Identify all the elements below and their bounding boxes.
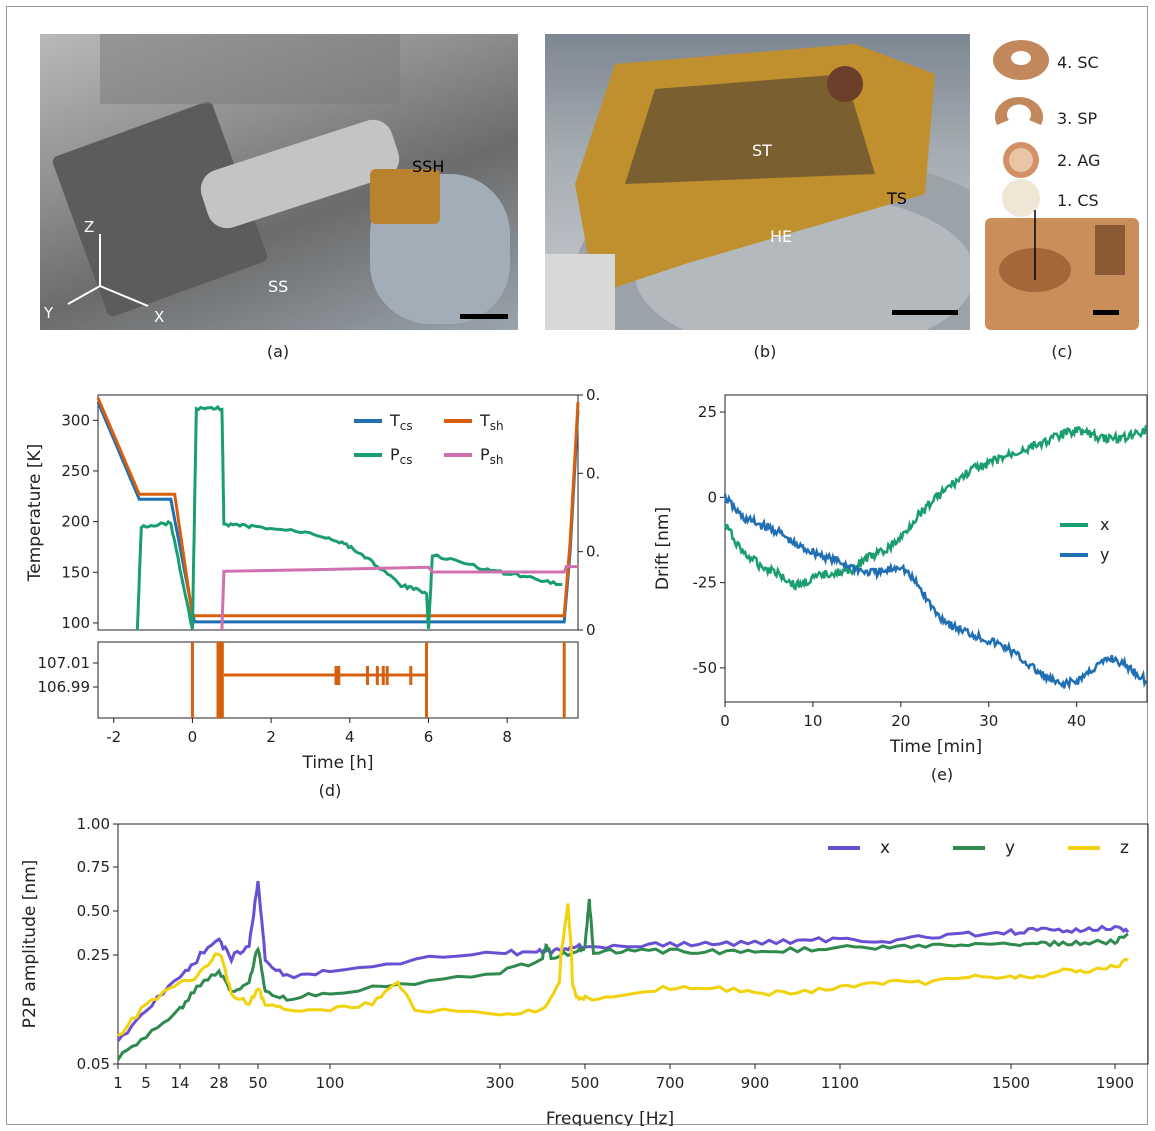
- series-x: [116, 880, 1130, 1042]
- caption-a: (a): [266, 342, 290, 361]
- xtick-label: 100: [316, 1074, 345, 1092]
- label-st: ST: [752, 141, 772, 160]
- xlabel-e: Time [min]: [889, 737, 982, 757]
- y2tick-label: 0.3: [586, 386, 600, 404]
- xtick-label: 5: [141, 1074, 151, 1092]
- axis-label-z: Z: [84, 218, 94, 236]
- legend-label-Tcs: Tcs: [389, 411, 413, 433]
- inset-ytick-label: 106.99: [38, 678, 91, 696]
- legend-label-Tsh: Tsh: [479, 411, 504, 433]
- y2tick-label: 0.1: [586, 543, 600, 561]
- series-x: [723, 424, 1149, 591]
- label-cs: 1. CS: [1057, 191, 1099, 210]
- xtick-label: 20: [891, 712, 910, 730]
- label-ag: 2. AG: [1057, 151, 1100, 170]
- legend-label-z: z: [1120, 838, 1129, 858]
- inset-ytick-label: 107.01: [38, 654, 91, 672]
- caption-c: (c): [1051, 342, 1073, 361]
- plot-frame-e: [724, 394, 1148, 703]
- ytick-label: -25: [693, 574, 718, 592]
- plot-frame-d: [97, 394, 579, 631]
- xtick-label: -2: [106, 728, 121, 746]
- label-ss: SS: [268, 277, 288, 296]
- ytick-label: 25: [698, 403, 717, 421]
- xlabel-f: Frequency [Hz]: [546, 1109, 674, 1126]
- chart-e-drift: 25 0 -25 -50 0 10 20 30 40 Drift [nm] Time [min] (e…: [653, 394, 1149, 784]
- xtick-label: 50: [248, 1074, 267, 1092]
- axis-label-x: X: [154, 308, 164, 326]
- inset-frame-d: [97, 641, 579, 719]
- ylabel-d: Temperature [K]: [25, 444, 45, 583]
- label-ssh: SSH: [412, 157, 444, 176]
- ytick-label: 300: [61, 411, 90, 429]
- ytick-label: 100: [61, 614, 90, 632]
- chart-d-temperature-heater: 100 150 200 250 300 0 0.1 0.2 0.3 Temperature [K]…: [25, 386, 600, 800]
- label-he: HE: [770, 227, 792, 246]
- ytick-label: -50: [693, 659, 718, 677]
- ytick-label: 150: [61, 563, 90, 581]
- legend-label-Psh: Psh: [480, 445, 504, 467]
- xtick-label: 1500: [992, 1074, 1030, 1092]
- xtick-label: 500: [571, 1074, 600, 1092]
- ytick-label: 0.50: [77, 902, 110, 920]
- xtick-label: 1900: [1096, 1074, 1134, 1092]
- plot-frame-f: [117, 823, 1149, 1065]
- legend-label-Pcs: Pcs: [390, 445, 413, 467]
- ytick-label: 200: [61, 513, 90, 531]
- xtick-label: 40: [1067, 712, 1086, 730]
- xtick-label: 4: [345, 728, 355, 746]
- series-y: [723, 493, 1148, 691]
- label-sp: 3. SP: [1057, 109, 1098, 128]
- series-Psh: [220, 565, 578, 631]
- y2tick-label: 0: [586, 621, 596, 639]
- ytick-label: 0: [707, 488, 717, 506]
- caption-e: (e): [931, 765, 953, 784]
- xtick-label: 10: [803, 712, 822, 730]
- xtick-label: 1100: [821, 1074, 859, 1092]
- caption-d: (d): [319, 781, 342, 800]
- legend-label-x: x: [1100, 515, 1109, 534]
- xtick-label: 8: [502, 728, 512, 746]
- xtick-label: 28: [209, 1074, 228, 1092]
- chart-f-p2p-amplitude: 1.00 0.75 0.50 0.25 0.051 5 14 28 50 100 300 500 700…: [20, 815, 1149, 1126]
- xtick-label: 900: [741, 1074, 770, 1092]
- ytick-label: 1.00: [77, 815, 110, 833]
- ylabel-f: P2P amplitude [nm]: [20, 860, 40, 1029]
- xtick-label: 1: [113, 1074, 123, 1092]
- caption-b: (b): [753, 342, 777, 361]
- ylabel-e: Drift [nm]: [653, 507, 673, 590]
- xtick-label: 14: [170, 1074, 189, 1092]
- legend-label-y: y: [1005, 838, 1015, 858]
- xtick-label: 30: [979, 712, 998, 730]
- legend-label-y: y: [1100, 545, 1109, 564]
- xtick-label: 700: [656, 1074, 685, 1092]
- series-z: [117, 903, 1129, 1037]
- xtick-label: 0: [188, 728, 198, 746]
- photo-b-sample-holder: ST TS HE: [545, 34, 970, 330]
- ytick-label: 0.05: [77, 1055, 110, 1073]
- axis-label-y: Y: [43, 304, 54, 322]
- xtick-label: 300: [486, 1074, 515, 1092]
- label-sc: 4. SC: [1057, 53, 1099, 72]
- xtick-label: 2: [266, 728, 276, 746]
- legend-label-x: x: [880, 838, 890, 858]
- series-Tsh: [96, 397, 580, 618]
- xtick-label: 6: [424, 728, 434, 746]
- label-ts: TS: [886, 189, 907, 208]
- series-Pcs: [135, 404, 563, 631]
- series-y: [116, 898, 1129, 1061]
- xtick-label: 0: [720, 712, 730, 730]
- y2tick-label: 0.2: [586, 464, 600, 482]
- ytick-label: 0.75: [77, 858, 110, 876]
- photo-c-parts: 4. SC 3. SP 2. AG 1. CS: [975, 30, 1145, 335]
- series-Tcs: [96, 401, 580, 624]
- ytick-label: 250: [61, 462, 90, 480]
- ytick-label: 0.25: [77, 946, 110, 964]
- xlabel-d: Time [h]: [301, 753, 373, 773]
- photo-a-cryo-stage: SSH SS Z Y X: [40, 34, 518, 330]
